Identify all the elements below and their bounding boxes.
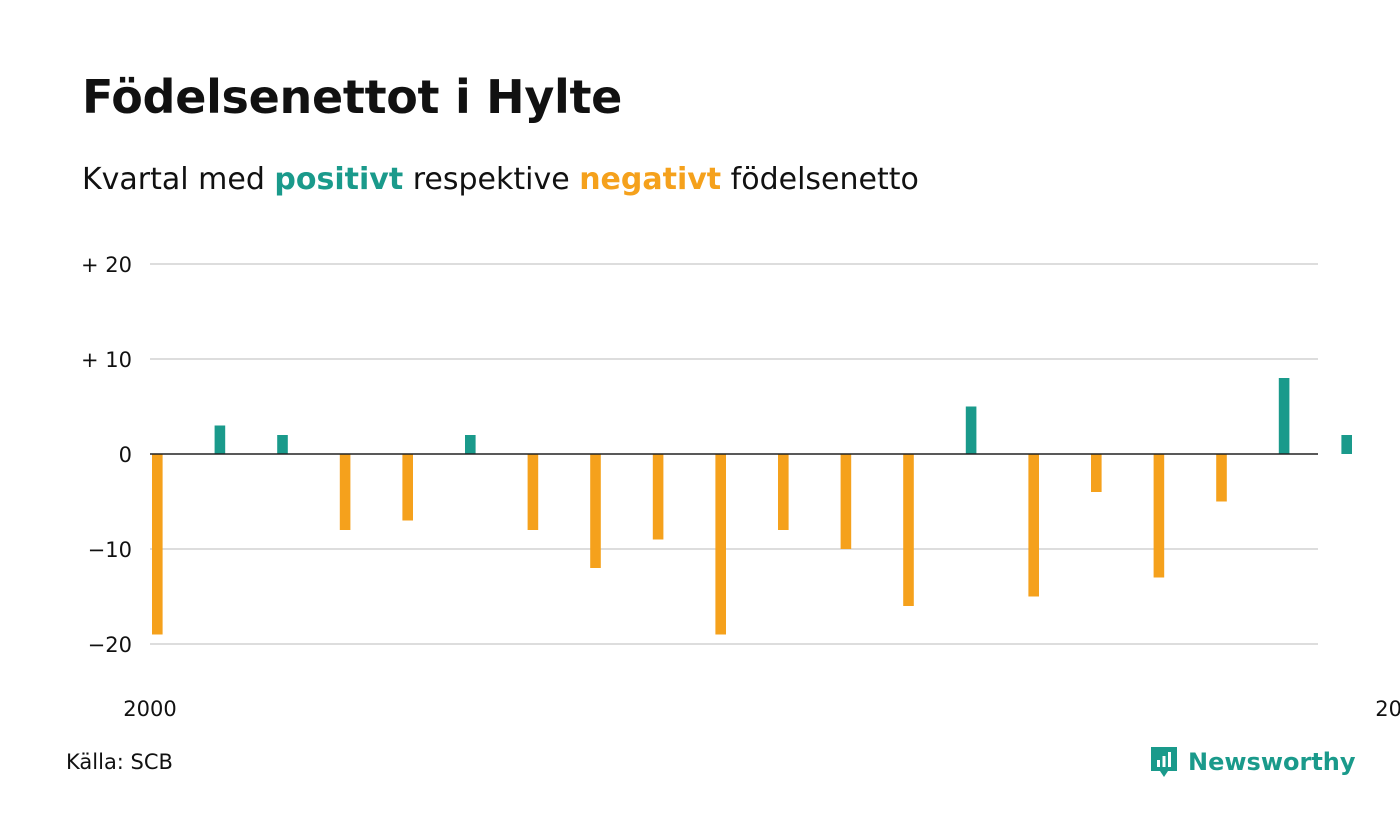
- bar-negative: [152, 454, 163, 635]
- bar-positive: [1341, 435, 1352, 454]
- brand-name: Newsworthy: [1188, 748, 1356, 776]
- y-tick-label: −10: [88, 538, 132, 562]
- bar-positive: [465, 435, 476, 454]
- bar-negative: [715, 454, 726, 635]
- y-tick-label: + 20: [81, 253, 132, 277]
- bar-negative: [339, 454, 351, 530]
- chart-subtitle: Kvartal med positivt respektive negativt…: [82, 162, 919, 197]
- bar-negative: [1216, 454, 1227, 502]
- bar-negative: [1091, 454, 1102, 492]
- x-tick-label: 2005: [1375, 697, 1400, 721]
- y-tick-label: + 10: [81, 348, 132, 372]
- bar-negative: [590, 454, 601, 568]
- subtitle-positive-word: positivt: [274, 162, 404, 197]
- subtitle-middle: respektive: [403, 162, 580, 197]
- subtitle-prefix: Kvartal med: [82, 162, 275, 197]
- x-tick-label: 2000: [123, 697, 176, 721]
- bar-negative: [1153, 454, 1165, 578]
- y-tick-label: 0: [119, 443, 132, 467]
- bar-negative: [402, 454, 413, 521]
- bar-negative: [778, 454, 789, 530]
- bar-negative: [840, 454, 852, 549]
- bar-negative: [527, 454, 539, 530]
- newsworthy-logo-icon: [1151, 747, 1177, 777]
- bar-negative: [1028, 454, 1039, 597]
- subtitle-negative-word: negativt: [579, 162, 722, 197]
- chart-title: Födelsenettot i Hylte: [82, 70, 623, 124]
- bar-positive: [214, 425, 226, 454]
- bar-negative: [652, 454, 664, 540]
- bar-positive: [965, 406, 977, 454]
- subtitle-suffix: födelsenetto: [721, 162, 919, 197]
- y-tick-label: −20: [88, 633, 132, 657]
- bar-positive: [1278, 378, 1290, 454]
- bar-positive: [277, 435, 288, 454]
- brand-logo: Newsworthy: [1148, 744, 1356, 780]
- bar-negative: [903, 454, 914, 606]
- source-label: Källa: SCB: [66, 750, 173, 774]
